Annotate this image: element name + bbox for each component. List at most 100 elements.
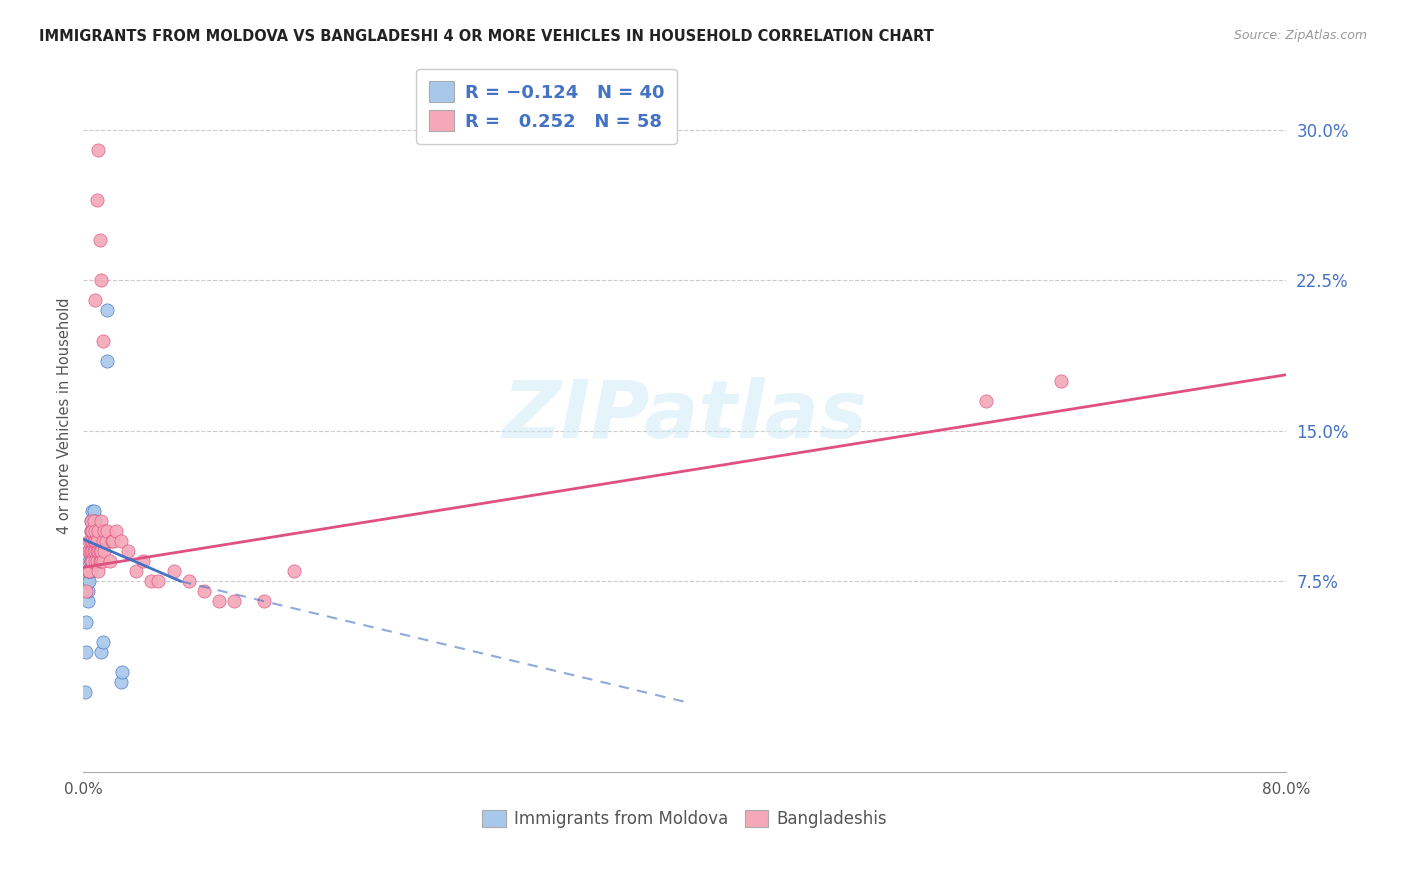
Point — [75, 584, 97, 599]
Point — [75, 645, 97, 659]
Point — [75, 615, 97, 629]
Point — [91, 634, 114, 648]
Point — [80, 514, 103, 528]
Point — [82, 544, 104, 558]
Point — [125, 565, 148, 579]
Point — [83, 544, 105, 558]
Point — [83, 504, 105, 518]
Point — [84, 524, 107, 539]
Point — [76, 544, 98, 558]
Point — [105, 524, 128, 539]
Point — [76, 574, 98, 589]
Point — [110, 674, 132, 689]
Point — [93, 544, 115, 558]
Point — [222, 594, 245, 608]
Legend: Immigrants from Moldova, Bangladeshis: Immigrants from Moldova, Bangladeshis — [475, 804, 894, 835]
Point — [76, 584, 98, 599]
Point — [79, 565, 101, 579]
Point — [84, 544, 107, 558]
Point — [82, 514, 104, 528]
Point — [80, 554, 103, 568]
Point — [82, 554, 104, 568]
Y-axis label: 4 or more Vehicles in Household: 4 or more Vehicles in Household — [58, 298, 72, 534]
Point — [111, 665, 134, 679]
Point — [80, 544, 103, 558]
Point — [76, 565, 98, 579]
Point — [80, 524, 103, 539]
Point — [96, 303, 118, 318]
Point — [98, 554, 121, 568]
Point — [84, 534, 107, 549]
Point — [1050, 374, 1073, 388]
Point — [177, 574, 200, 589]
Point — [80, 565, 103, 579]
Point — [83, 514, 105, 528]
Point — [86, 544, 108, 558]
Point — [139, 574, 162, 589]
Point — [84, 514, 107, 528]
Point — [86, 524, 108, 539]
Point — [89, 233, 111, 247]
Point — [86, 554, 108, 568]
Point — [87, 565, 110, 579]
Point — [193, 584, 215, 599]
Point — [96, 353, 118, 368]
Point — [148, 574, 170, 589]
Point — [283, 565, 305, 579]
Point — [82, 504, 104, 518]
Point — [208, 594, 231, 608]
Point — [84, 554, 107, 568]
Point — [73, 685, 96, 699]
Point — [87, 524, 110, 539]
Point — [87, 554, 110, 568]
Point — [90, 514, 112, 528]
Point — [87, 534, 110, 549]
Point — [94, 534, 117, 549]
Point — [82, 524, 104, 539]
Point — [91, 554, 114, 568]
Point — [79, 565, 101, 579]
Point — [83, 514, 105, 528]
Point — [87, 544, 110, 558]
Point — [110, 534, 132, 549]
Point — [76, 594, 98, 608]
Point — [79, 554, 101, 568]
Point — [132, 554, 155, 568]
Point — [86, 193, 108, 207]
Point — [80, 544, 103, 558]
Point — [253, 594, 276, 608]
Point — [79, 574, 101, 589]
Point — [83, 534, 105, 549]
Point — [84, 534, 107, 549]
Point — [90, 645, 112, 659]
Point — [80, 514, 103, 528]
Point — [83, 544, 105, 558]
Point — [91, 534, 114, 549]
Point — [86, 554, 108, 568]
Point — [80, 534, 103, 549]
Point — [86, 534, 108, 549]
Point — [80, 524, 103, 539]
Point — [117, 544, 139, 558]
Point — [79, 565, 101, 579]
Point — [82, 524, 104, 539]
Point — [80, 554, 103, 568]
Point — [82, 544, 104, 558]
Point — [80, 544, 103, 558]
Point — [96, 524, 118, 539]
Point — [103, 534, 125, 549]
Point — [87, 143, 110, 157]
Text: Source: ZipAtlas.com: Source: ZipAtlas.com — [1233, 29, 1367, 42]
Point — [90, 544, 112, 558]
Text: ZIPatlas: ZIPatlas — [502, 376, 868, 455]
Point — [91, 334, 114, 348]
Point — [974, 393, 997, 408]
Point — [80, 534, 103, 549]
Point — [82, 554, 104, 568]
Point — [79, 534, 101, 549]
Point — [90, 273, 112, 287]
Point — [162, 565, 184, 579]
Point — [84, 544, 107, 558]
Point — [101, 534, 124, 549]
Text: IMMIGRANTS FROM MOLDOVA VS BANGLADESHI 4 OR MORE VEHICLES IN HOUSEHOLD CORRELATI: IMMIGRANTS FROM MOLDOVA VS BANGLADESHI 4… — [39, 29, 934, 44]
